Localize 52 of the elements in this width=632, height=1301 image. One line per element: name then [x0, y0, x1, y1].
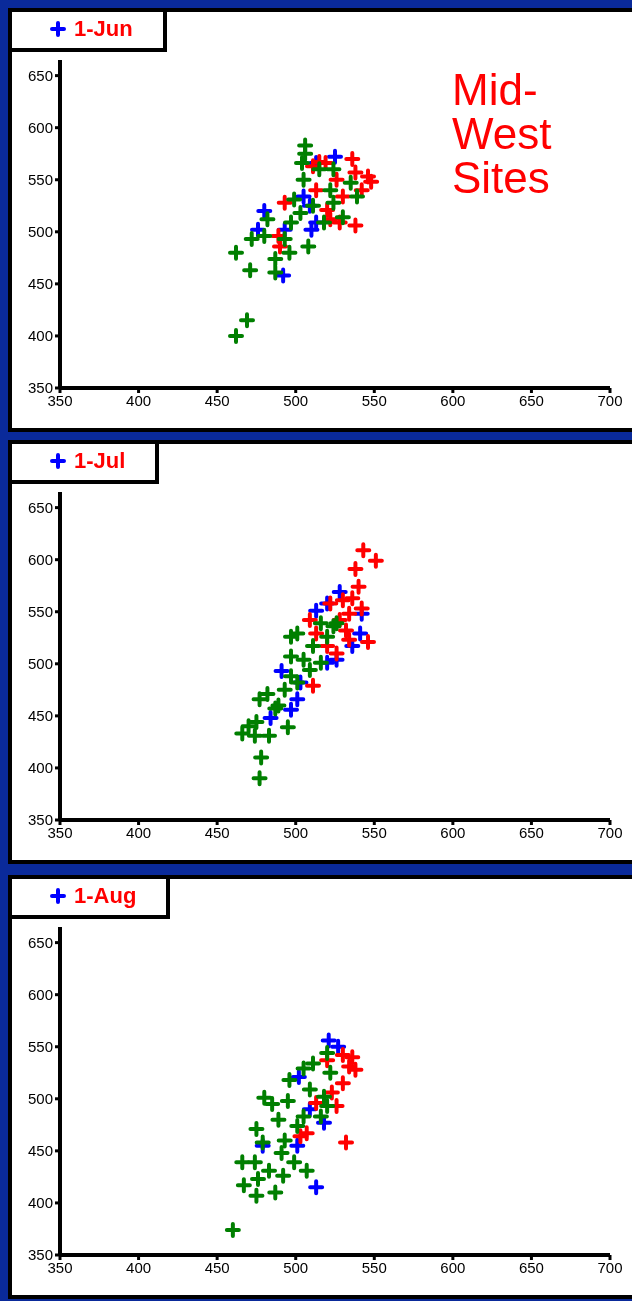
- point: [242, 262, 259, 279]
- x-tick-label: 500: [283, 391, 309, 409]
- point: [344, 150, 361, 167]
- point: [256, 202, 273, 219]
- y-tick-label: 550: [27, 171, 53, 189]
- point: [228, 244, 244, 261]
- point: [297, 145, 314, 162]
- point: [276, 231, 293, 248]
- point: [286, 191, 303, 208]
- y-tick-label: 400: [27, 327, 53, 345]
- point: [239, 312, 255, 329]
- y-tick-label: 600: [27, 119, 53, 137]
- point: [294, 155, 310, 172]
- point: [308, 182, 325, 199]
- x-tick-label: 400: [126, 391, 152, 409]
- point: [243, 231, 260, 248]
- point: [281, 244, 298, 261]
- point: [347, 217, 364, 234]
- x-tick-label: 700: [597, 391, 623, 409]
- y-tick-label: 450: [27, 275, 53, 293]
- x-tick-label: 450: [204, 391, 230, 409]
- point: [256, 227, 273, 244]
- point: [305, 197, 321, 214]
- point: [334, 209, 351, 226]
- x-tick-label: 600: [440, 391, 466, 409]
- point: [300, 238, 317, 255]
- x-tick-label: 550: [361, 391, 387, 409]
- point: [322, 182, 339, 199]
- point: [325, 194, 342, 211]
- annotation: Mid-West Sites: [452, 65, 553, 202]
- point: [275, 267, 292, 284]
- point: [334, 188, 351, 205]
- point: [267, 250, 284, 267]
- point: [311, 161, 328, 178]
- point: [327, 148, 343, 165]
- point: [328, 171, 345, 188]
- y-tick-label: 650: [27, 66, 53, 84]
- point: [342, 174, 359, 191]
- point: [267, 264, 284, 281]
- legend-label: 1-Jun: [74, 16, 133, 42]
- point: [349, 188, 365, 205]
- point: [259, 211, 276, 228]
- point: [316, 214, 332, 231]
- point: [283, 214, 299, 231]
- point: [292, 205, 309, 222]
- x-tick-label: 650: [518, 391, 544, 409]
- point: [347, 164, 364, 181]
- point: [325, 161, 342, 178]
- point: [228, 327, 244, 344]
- y-tick-label: 350: [27, 379, 53, 397]
- y-tick-label: 500: [27, 223, 53, 241]
- point: [295, 171, 312, 188]
